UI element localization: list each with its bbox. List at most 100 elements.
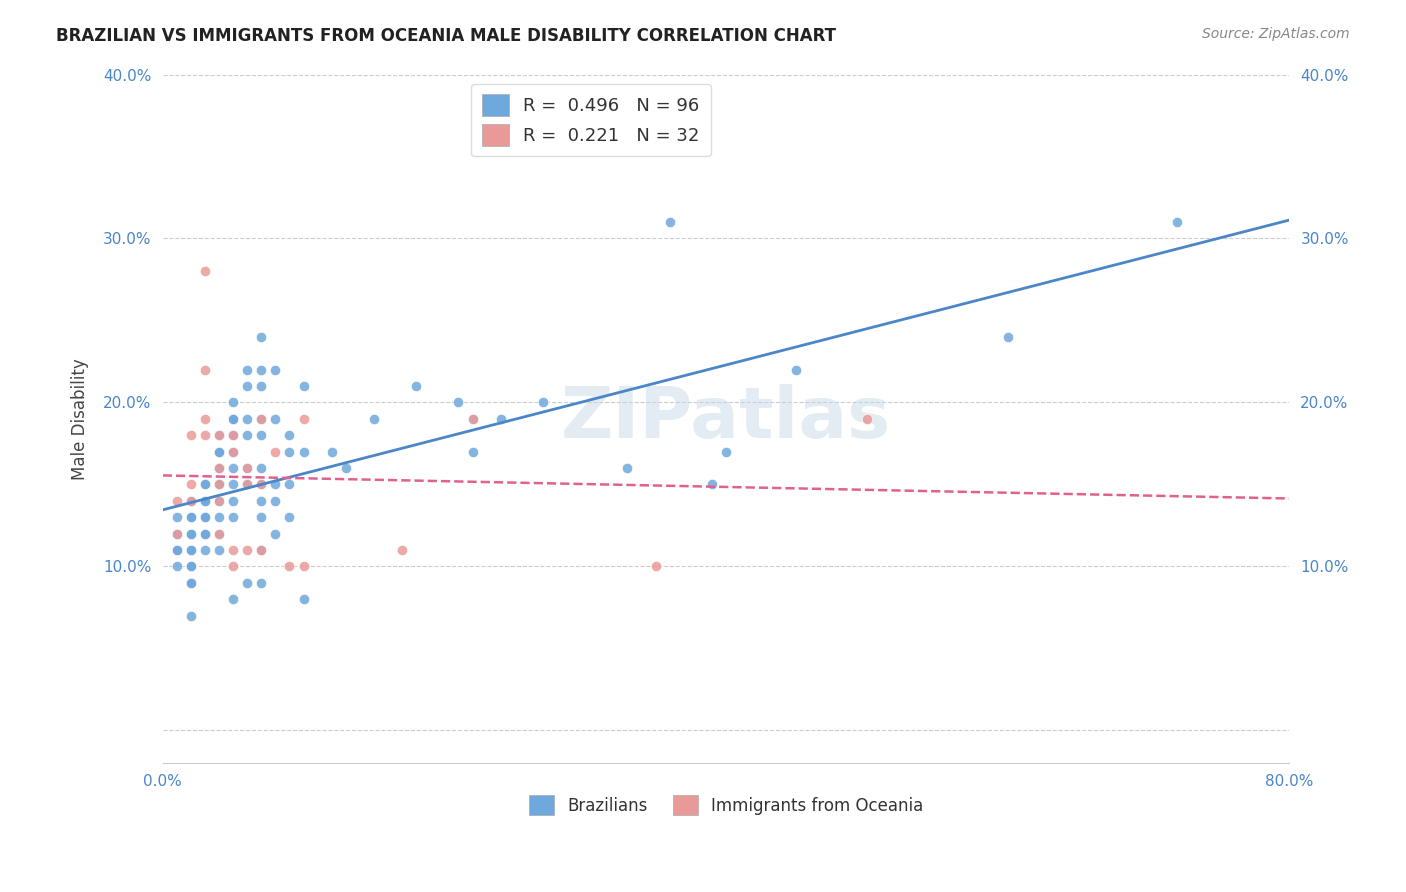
Point xyxy=(222,559,245,574)
Point xyxy=(208,526,231,541)
Point xyxy=(180,608,202,623)
Point xyxy=(264,477,287,491)
Point xyxy=(264,412,287,426)
Point xyxy=(208,526,231,541)
Point xyxy=(166,526,188,541)
Point xyxy=(180,428,202,442)
Point xyxy=(222,444,245,458)
Text: BRAZILIAN VS IMMIGRANTS FROM OCEANIA MALE DISABILITY CORRELATION CHART: BRAZILIAN VS IMMIGRANTS FROM OCEANIA MAL… xyxy=(56,27,837,45)
Point xyxy=(658,215,681,229)
Point xyxy=(405,379,427,393)
Point xyxy=(222,412,245,426)
Point xyxy=(250,362,273,376)
Point xyxy=(714,444,737,458)
Point xyxy=(264,493,287,508)
Point xyxy=(166,543,188,558)
Point xyxy=(166,510,188,524)
Point xyxy=(194,493,217,508)
Point xyxy=(236,543,259,558)
Point xyxy=(180,510,202,524)
Point xyxy=(208,477,231,491)
Point xyxy=(236,477,259,491)
Point xyxy=(461,412,484,426)
Point xyxy=(194,477,217,491)
Point xyxy=(194,493,217,508)
Point xyxy=(208,461,231,475)
Point xyxy=(250,461,273,475)
Point xyxy=(250,477,273,491)
Point xyxy=(278,559,301,574)
Point xyxy=(236,461,259,475)
Point xyxy=(208,493,231,508)
Point xyxy=(222,510,245,524)
Point xyxy=(194,543,217,558)
Point xyxy=(335,461,357,475)
Point xyxy=(236,412,259,426)
Point xyxy=(250,412,273,426)
Point xyxy=(278,444,301,458)
Point xyxy=(208,510,231,524)
Point xyxy=(447,395,470,409)
Text: ZIPatlas: ZIPatlas xyxy=(561,384,891,453)
Point xyxy=(208,444,231,458)
Point xyxy=(236,461,259,475)
Point xyxy=(180,543,202,558)
Point xyxy=(180,559,202,574)
Point xyxy=(180,543,202,558)
Point xyxy=(208,543,231,558)
Point xyxy=(208,461,231,475)
Point xyxy=(208,477,231,491)
Point xyxy=(180,477,202,491)
Point xyxy=(208,444,231,458)
Point xyxy=(278,428,301,442)
Point xyxy=(166,543,188,558)
Point xyxy=(278,510,301,524)
Point xyxy=(292,592,315,607)
Point xyxy=(208,477,231,491)
Text: Source: ZipAtlas.com: Source: ZipAtlas.com xyxy=(1202,27,1350,41)
Point xyxy=(194,264,217,278)
Point xyxy=(222,493,245,508)
Point xyxy=(222,412,245,426)
Point xyxy=(250,493,273,508)
Point xyxy=(180,526,202,541)
Point xyxy=(194,428,217,442)
Point xyxy=(180,575,202,590)
Point xyxy=(208,428,231,442)
Point xyxy=(489,412,512,426)
Point xyxy=(264,444,287,458)
Point xyxy=(855,412,877,426)
Point xyxy=(250,543,273,558)
Point xyxy=(644,559,666,574)
Point xyxy=(222,428,245,442)
Point xyxy=(166,526,188,541)
Point xyxy=(250,477,273,491)
Point xyxy=(166,526,188,541)
Point xyxy=(292,444,315,458)
Point xyxy=(461,444,484,458)
Point xyxy=(700,477,723,491)
Point xyxy=(222,461,245,475)
Point xyxy=(292,379,315,393)
Point xyxy=(250,543,273,558)
Point xyxy=(222,543,245,558)
Point xyxy=(461,412,484,426)
Point xyxy=(180,575,202,590)
Point xyxy=(194,510,217,524)
Point xyxy=(194,526,217,541)
Point xyxy=(236,379,259,393)
Point xyxy=(222,444,245,458)
Point xyxy=(1166,215,1188,229)
Point xyxy=(180,526,202,541)
Point xyxy=(250,412,273,426)
Point xyxy=(616,461,638,475)
Point xyxy=(194,362,217,376)
Legend: Brazilians, Immigrants from Oceania: Brazilians, Immigrants from Oceania xyxy=(520,787,931,823)
Point xyxy=(785,362,807,376)
Point xyxy=(250,379,273,393)
Point xyxy=(208,428,231,442)
Point xyxy=(208,493,231,508)
Point xyxy=(236,477,259,491)
Point xyxy=(264,526,287,541)
Point xyxy=(166,493,188,508)
